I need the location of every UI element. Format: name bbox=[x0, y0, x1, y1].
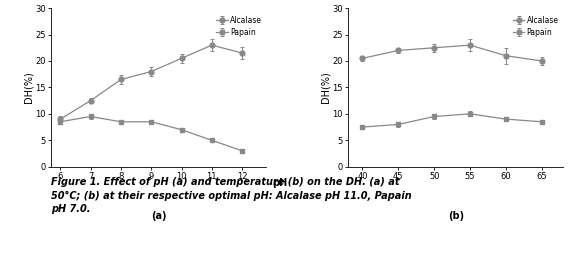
Text: pH: pH bbox=[272, 178, 287, 188]
Y-axis label: DH(%): DH(%) bbox=[320, 72, 331, 103]
Y-axis label: DH(%): DH(%) bbox=[24, 72, 34, 103]
Legend: Alcalase, Papain: Alcalase, Papain bbox=[215, 15, 262, 38]
Text: (b): (b) bbox=[448, 211, 464, 221]
Text: (a): (a) bbox=[151, 211, 167, 221]
Legend: Alcalase, Papain: Alcalase, Papain bbox=[512, 15, 559, 38]
Text: Figure 1. Effect of pH (a) and temperature (b) on the DH. (a) at
50°C; (b) at th: Figure 1. Effect of pH (a) and temperatu… bbox=[51, 177, 412, 214]
